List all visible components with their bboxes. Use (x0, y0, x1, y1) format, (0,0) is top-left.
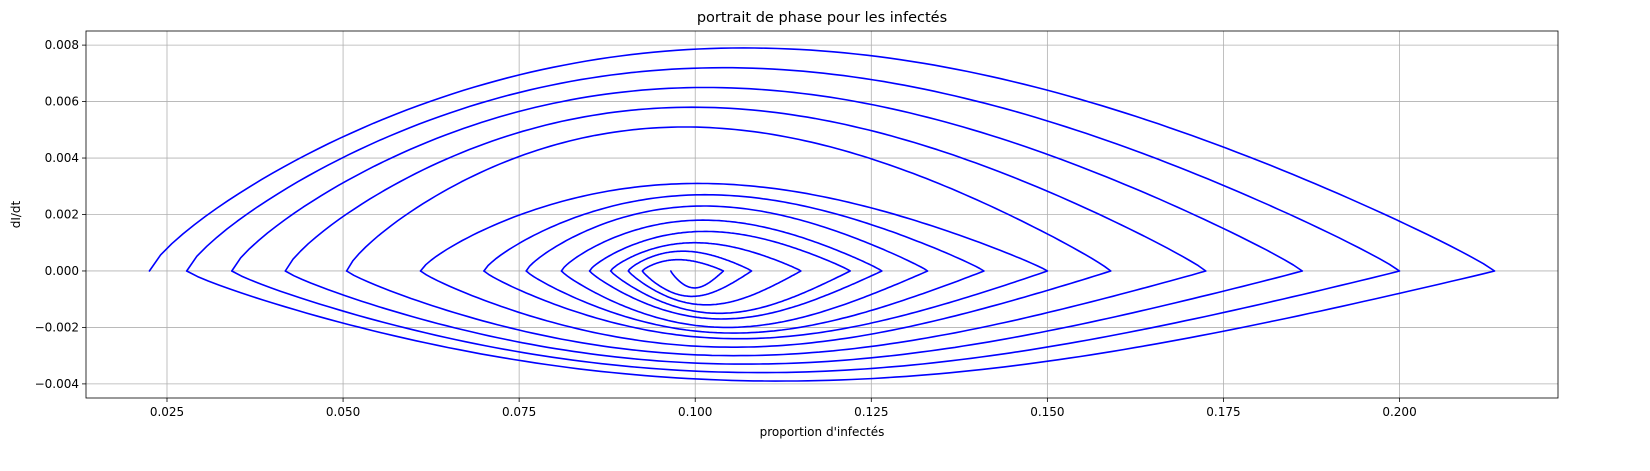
x-tick-label: 0.200 (1382, 405, 1416, 419)
trajectory-line (185, 66, 1401, 374)
trajectory-line (148, 47, 1496, 382)
y-tick-label: 0.004 (45, 151, 79, 165)
trajectory-line (483, 193, 985, 334)
trajectory-line (627, 250, 753, 298)
trajectory-line (231, 86, 1304, 365)
y-axis-ticks: −0.004 −0.002 0.000 0.002 0.004 0.006 0.008 (35, 38, 86, 391)
grid (86, 31, 1558, 398)
trajectory-line (641, 258, 725, 289)
y-tick-label: 0.000 (45, 264, 79, 278)
trajectory-line (284, 106, 1207, 357)
x-tick-label: 0.025 (150, 405, 184, 419)
y-tick-label: 0.008 (45, 38, 79, 52)
y-tick-label: −0.002 (35, 320, 79, 334)
x-tick-label: 0.175 (1206, 405, 1240, 419)
y-tick-label: 0.006 (45, 95, 79, 109)
x-tick-label: 0.050 (326, 405, 360, 419)
trajectory-line (345, 126, 1112, 348)
chart-title: portrait de phase pour les infectés (697, 10, 947, 26)
x-tick-label: 0.125 (854, 405, 888, 419)
y-axis-label: dI/dt (9, 200, 23, 228)
trajectory-line (419, 182, 1049, 340)
series-group (148, 47, 1496, 382)
trajectory-line (588, 230, 851, 315)
y-tick-label: −0.004 (35, 377, 79, 391)
trajectory-line (609, 241, 802, 306)
x-tick-label: 0.150 (1030, 405, 1064, 419)
x-axis-label: proportion d'infectés (760, 425, 885, 439)
x-tick-label: 0.100 (678, 405, 712, 419)
trajectory-line (560, 219, 883, 320)
trajectory-line (525, 205, 929, 329)
y-tick-label: 0.002 (45, 208, 79, 222)
x-tick-label: 0.075 (502, 405, 536, 419)
x-axis-ticks: 0.025 0.050 0.075 0.100 0.125 0.150 0.175 0.200 (150, 398, 1417, 419)
